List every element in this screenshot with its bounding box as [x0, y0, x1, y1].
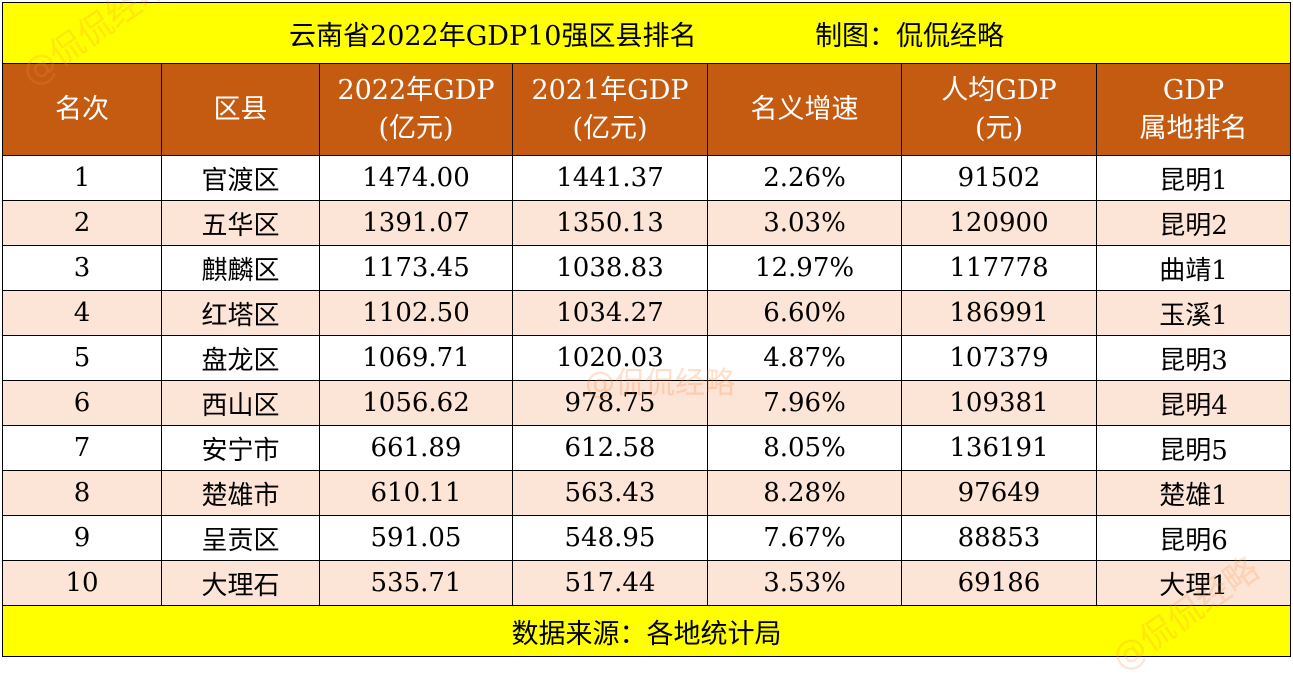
- rank-cell: 7: [2, 425, 162, 471]
- rank-cell: 6: [2, 380, 162, 426]
- district-cell: 大理石: [161, 560, 320, 606]
- gdp-ranking-table: 云南省2022年GDP10强区县排名 制图：侃侃经略 名次 区县 2022年GD…: [1, 2, 1292, 657]
- chart-credit: 制图：侃侃经略: [815, 20, 1005, 52]
- local-rank-cell: 昆明2: [1095, 200, 1292, 246]
- gdp-2021-cell: 1038.83: [512, 245, 708, 291]
- rank-cell: 9: [2, 515, 162, 561]
- table-row: 9 呈贡区 591.05 548.95 7.67% 88853 昆明6: [2, 515, 1292, 561]
- table-row: 3 麒麟区 1173.45 1038.83 12.97% 117778 曲靖1: [2, 245, 1292, 291]
- district-cell: 安宁市: [161, 425, 320, 471]
- gdp-2021-cell: 978.75: [512, 380, 708, 426]
- table-row: 1 官渡区 1474.00 1441.37 2.26% 91502 昆明1: [2, 155, 1292, 201]
- data-source: 数据来源：各地统计局: [1, 605, 1292, 657]
- gdp-2022-cell: 591.05: [319, 515, 513, 561]
- gdp-2022-cell: 1173.45: [319, 245, 513, 291]
- gdp-2021-cell: 517.44: [512, 560, 708, 606]
- growth-cell: 8.28%: [707, 470, 902, 516]
- growth-cell: 12.97%: [707, 245, 902, 291]
- rank-cell: 3: [2, 245, 162, 291]
- rank-cell: 4: [2, 290, 162, 336]
- gdp-2021-cell: 563.43: [512, 470, 708, 516]
- header-row: 名次 区县 2022年GDP (亿元) 2021年GDP (亿元) 名义增速 人均G…: [2, 63, 1292, 156]
- title-cell: 云南省2022年GDP10强区县排名 制图：侃侃经略: [1, 2, 1292, 64]
- header-rank: 名次: [2, 63, 162, 156]
- per-capita-cell: 120900: [901, 200, 1097, 246]
- per-capita-cell: 91502: [901, 155, 1097, 201]
- table-row: 8 楚雄市 610.11 563.43 8.28% 97649 楚雄1: [2, 470, 1292, 516]
- header-growth: 名义增速: [707, 63, 902, 156]
- gdp-2022-cell: 1069.71: [319, 335, 513, 381]
- table-row: 4 红塔区 1102.50 1034.27 6.60% 186991 玉溪1: [2, 290, 1292, 336]
- local-rank-cell: 大理1: [1095, 560, 1292, 606]
- gdp-2022-cell: 1056.62: [319, 380, 513, 426]
- district-cell: 官渡区: [161, 155, 320, 201]
- rank-cell: 10: [2, 560, 162, 606]
- rank-cell: 2: [2, 200, 162, 246]
- gdp-2022-cell: 1391.07: [319, 200, 513, 246]
- district-cell: 五华区: [161, 200, 320, 246]
- growth-cell: 2.26%: [707, 155, 902, 201]
- gdp-2022-cell: 535.71: [319, 560, 513, 606]
- table-body: 1 官渡区 1474.00 1441.37 2.26% 91502 昆明1 2 五华区 1391.…: [2, 155, 1292, 606]
- district-cell: 盘龙区: [161, 335, 320, 381]
- header-gdp-2021: 2021年GDP (亿元): [512, 63, 708, 156]
- gdp-2022-cell: 1102.50: [319, 290, 513, 336]
- local-rank-cell: 昆明6: [1095, 515, 1292, 561]
- per-capita-cell: 107379: [901, 335, 1097, 381]
- header-local-rank: GDP 属地排名: [1095, 63, 1292, 156]
- gdp-2021-cell: 1441.37: [512, 155, 708, 201]
- header-gdp-2022: 2022年GDP (亿元): [319, 63, 513, 156]
- table-row: 7 安宁市 661.89 612.58 8.05% 136191 昆明5: [2, 425, 1292, 471]
- per-capita-cell: 109381: [901, 380, 1097, 426]
- gdp-2021-cell: 1020.03: [512, 335, 708, 381]
- growth-cell: 6.60%: [707, 290, 902, 336]
- local-rank-cell: 曲靖1: [1095, 245, 1292, 291]
- per-capita-cell: 186991: [901, 290, 1097, 336]
- per-capita-cell: 69186: [901, 560, 1097, 606]
- per-capita-cell: 117778: [901, 245, 1097, 291]
- local-rank-cell: 玉溪1: [1095, 290, 1292, 336]
- gdp-2021-cell: 1034.27: [512, 290, 708, 336]
- growth-cell: 8.05%: [707, 425, 902, 471]
- per-capita-cell: 136191: [901, 425, 1097, 471]
- table-row: 6 西山区 1056.62 978.75 7.96% 109381 昆明4: [2, 380, 1292, 426]
- local-rank-cell: 昆明3: [1095, 335, 1292, 381]
- per-capita-cell: 97649: [901, 470, 1097, 516]
- local-rank-cell: 楚雄1: [1095, 470, 1292, 516]
- district-cell: 楚雄市: [161, 470, 320, 516]
- rank-cell: 1: [2, 155, 162, 201]
- local-rank-cell: 昆明5: [1095, 425, 1292, 471]
- district-cell: 红塔区: [161, 290, 320, 336]
- header-district: 区县: [161, 63, 320, 156]
- table-title: 云南省2022年GDP10强区县排名: [289, 20, 697, 52]
- growth-cell: 7.67%: [707, 515, 902, 561]
- gdp-2022-cell: 610.11: [319, 470, 513, 516]
- gdp-2021-cell: 612.58: [512, 425, 708, 471]
- growth-cell: 3.03%: [707, 200, 902, 246]
- growth-cell: 7.96%: [707, 380, 902, 426]
- local-rank-cell: 昆明4: [1095, 380, 1292, 426]
- per-capita-cell: 88853: [901, 515, 1097, 561]
- footer-row: 数据来源：各地统计局: [1, 605, 1292, 657]
- gdp-2022-cell: 1474.00: [319, 155, 513, 201]
- gdp-2022-cell: 661.89: [319, 425, 513, 471]
- rank-cell: 8: [2, 470, 162, 516]
- district-cell: 呈贡区: [161, 515, 320, 561]
- rank-cell: 5: [2, 335, 162, 381]
- table-row: 5 盘龙区 1069.71 1020.03 4.87% 107379 昆明3: [2, 335, 1292, 381]
- growth-cell: 4.87%: [707, 335, 902, 381]
- gdp-2021-cell: 1350.13: [512, 200, 708, 246]
- gdp-2021-cell: 548.95: [512, 515, 708, 561]
- growth-cell: 3.53%: [707, 560, 902, 606]
- table-row: 10 大理石 535.71 517.44 3.53% 69186 大理1: [2, 560, 1292, 606]
- table-row: 2 五华区 1391.07 1350.13 3.03% 120900 昆明2: [2, 200, 1292, 246]
- district-cell: 麒麟区: [161, 245, 320, 291]
- header-per-capita: 人均GDP (元): [901, 63, 1097, 156]
- district-cell: 西山区: [161, 380, 320, 426]
- local-rank-cell: 昆明1: [1095, 155, 1292, 201]
- title-row: 云南省2022年GDP10强区县排名 制图：侃侃经略: [1, 2, 1292, 64]
